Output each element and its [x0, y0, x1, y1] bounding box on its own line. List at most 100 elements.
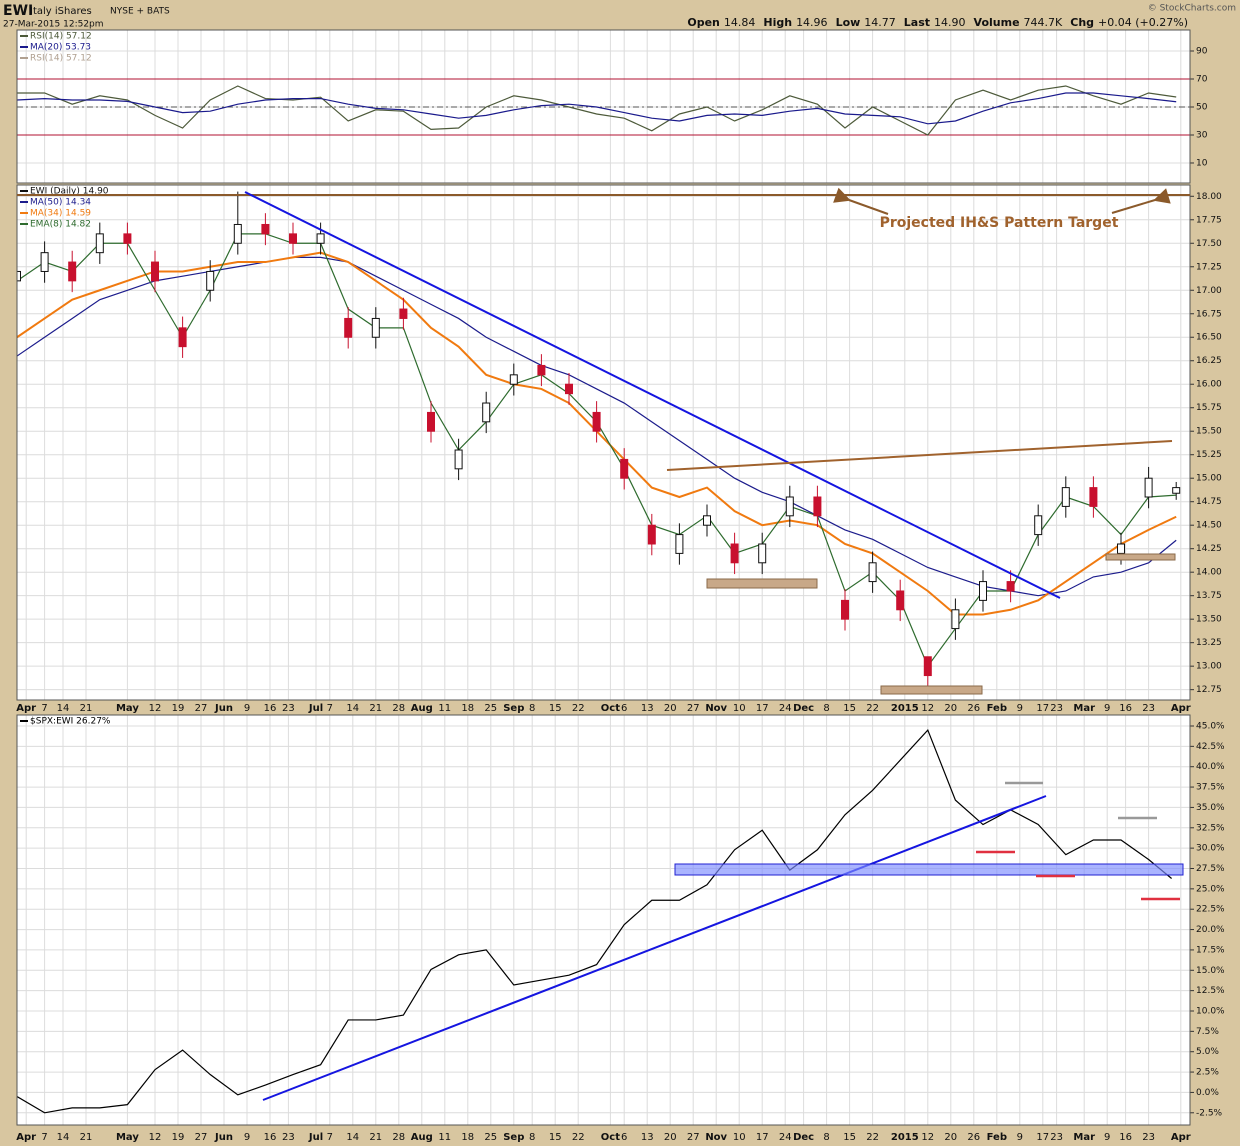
x-tick-label: Feb: [987, 703, 1007, 714]
x-tick-label: 14: [346, 703, 359, 714]
candle-body: [813, 496, 822, 517]
y-tick-label: 22.5%: [1196, 905, 1225, 915]
legend-label: MA(50) 14.34: [30, 198, 91, 208]
x-tick-label: 22: [866, 703, 879, 714]
candle-body: [565, 383, 573, 395]
legend-label: RSI(14) 57.12: [30, 32, 92, 42]
x-tick-label: 27: [195, 703, 208, 714]
candle-body: [868, 562, 877, 583]
legend-label: $SPX:EWI 26.27%: [30, 717, 111, 727]
y-tick-label: 0.0%: [1196, 1088, 1219, 1098]
candle-body: [647, 524, 656, 545]
support-zone: [880, 685, 983, 695]
candle-body: [1144, 477, 1153, 498]
plot-area: [17, 715, 1190, 1125]
x-tick-label: 9: [244, 703, 250, 714]
x-tick-label: 9: [1017, 703, 1023, 714]
arrow: [833, 187, 889, 215]
x-tick-label: 11: [438, 703, 451, 714]
annotations: Projected IH&S Pattern Target: [17, 187, 1190, 1101]
series-line: [17, 728, 1172, 1114]
x-tick-label: Apr: [1171, 703, 1191, 714]
x-tick-label: 17: [1036, 703, 1049, 714]
x-tick-label: 22: [866, 1132, 879, 1143]
candle-body: [316, 233, 325, 244]
x-tick-label: Jun: [214, 703, 233, 714]
x-tick-label: 24: [779, 1132, 792, 1143]
plot-area: [17, 185, 1190, 700]
x-tick-label: 24: [779, 703, 792, 714]
legend-label: MA(34) 14.59: [30, 209, 91, 219]
x-tick-label: 26: [967, 1132, 980, 1143]
quote-value: 744.7K: [1024, 16, 1063, 29]
candle-body: [951, 609, 960, 630]
x-tick-label: 27: [195, 1132, 208, 1143]
y-tick-label: 7.5%: [1196, 1027, 1219, 1037]
y-tick-label: 16.25: [1196, 356, 1222, 366]
x-tick-label: 15: [549, 703, 562, 714]
support-zone: [706, 578, 818, 589]
candle-body: [17, 270, 21, 282]
y-tick-label: 15.00: [1196, 474, 1222, 484]
y-tick-label: 45.0%: [1196, 721, 1225, 731]
x-tick-label: Apr: [16, 1132, 36, 1143]
y-tick-label: 15.0%: [1196, 966, 1225, 976]
y-tick-label: 13.25: [1196, 638, 1222, 648]
candle-body: [261, 223, 270, 235]
candle-body: [785, 496, 794, 517]
candle-body: [592, 411, 601, 432]
x-tick-label: Apr: [16, 703, 36, 714]
copyright: © StockCharts.com: [1148, 4, 1236, 14]
candle-body: [233, 223, 242, 244]
x-tick-label: 7: [327, 703, 333, 714]
x-tick-label: 8: [529, 1132, 535, 1143]
x-tick-label: 12: [149, 703, 162, 714]
x-tick-label: 16: [1119, 1132, 1132, 1143]
candle-body: [1034, 515, 1043, 536]
x-tick-label: 27: [687, 1132, 700, 1143]
x-tick-label: 8: [823, 1132, 829, 1143]
x-tick-label: 10: [733, 703, 746, 714]
x-tick-label: 17: [756, 703, 769, 714]
candle-body: [95, 233, 104, 254]
y-tick-label: 16.75: [1196, 309, 1222, 319]
candle-body: [675, 534, 684, 554]
x-tick-label: 21: [80, 703, 93, 714]
x-tick-label: Jul: [308, 1132, 323, 1143]
candle-body: [1117, 543, 1125, 554]
legend-label: EMA(8) 14.82: [30, 220, 91, 230]
candle-body: [841, 599, 849, 620]
y-tick-label: 2.5%: [1196, 1068, 1219, 1078]
y-tick-label: 17.00: [1196, 286, 1222, 296]
x-tick-label: Mar: [1073, 703, 1095, 714]
quote-label: Low: [836, 16, 861, 29]
x-tick-label: 15: [549, 1132, 562, 1143]
x-tick-label: Oct: [601, 703, 620, 714]
x-tick-label: 2015: [891, 703, 919, 714]
panel-frame: [16, 184, 1191, 701]
y-tick-label: 16.00: [1196, 380, 1222, 390]
y-tick-label: 35.0%: [1196, 803, 1225, 813]
x-tick-label: 7: [327, 1132, 333, 1143]
x-tick-label: 19: [172, 1132, 185, 1143]
x-tick-label: 16: [264, 703, 277, 714]
y-tick-label: 17.75: [1196, 215, 1222, 225]
y-tick-label: 14.50: [1196, 521, 1222, 531]
quote-label: Open: [687, 16, 720, 29]
x-tick-label: 19: [172, 703, 185, 714]
candle-body: [620, 458, 629, 479]
x-tick-label: 17: [1036, 1132, 1049, 1143]
quote-label: High: [763, 16, 792, 29]
x-tick-label: 13: [641, 1132, 654, 1143]
y-tick-label: 30: [1196, 130, 1208, 140]
quote-value: 14.96: [796, 16, 828, 29]
x-tick-label: 6: [621, 1132, 627, 1143]
candle-body: [68, 261, 77, 282]
header: EWI Italy iShares NYSE + BATS 27-Mar-201…: [3, 3, 1236, 30]
y-tick-label: 13.75: [1196, 591, 1222, 601]
x-tick-label: Jun: [214, 1132, 233, 1143]
x-tick-label: 28: [392, 1132, 405, 1143]
quote-value: 14.84: [724, 16, 756, 29]
candle-body: [1172, 487, 1181, 494]
